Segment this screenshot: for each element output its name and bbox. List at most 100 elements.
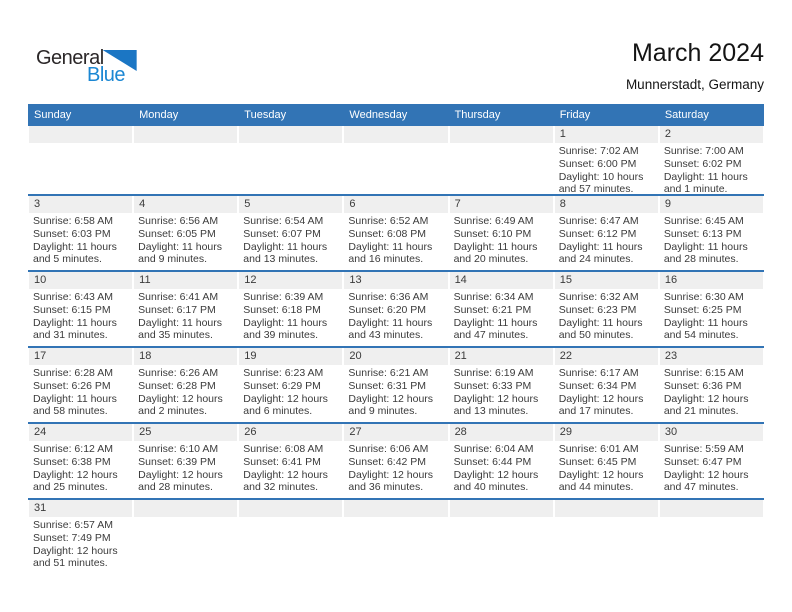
sunset-text: Sunset: 6:44 PM (453, 455, 532, 468)
day-cell-12: 12 Sunrise: 6:39 AM Sunset: 6:18 PM Dayligh… (238, 272, 343, 346)
daylight-hours-text: Daylight: 11 hours (33, 316, 117, 329)
daylight-minutes-text: and 6 minutes. (243, 405, 313, 418)
day-cell-14: 14 Sunrise: 6:34 AM Sunset: 6:21 PM Dayligh… (449, 272, 554, 346)
logo-general-text: General (36, 47, 104, 69)
daylight-hours-text: Daylight: 11 hours (558, 316, 643, 329)
sunset-text: Sunset: 7:49 PM (33, 531, 111, 544)
day-number: 25 (139, 426, 152, 438)
sunrise-text: Sunrise: 6:49 AM (453, 215, 534, 227)
empty-day-cell (343, 500, 448, 576)
day-number: 31 (34, 502, 47, 514)
week-row: 3 Sunrise: 6:58 AM Sunset: 6:03 PM Daylight… (28, 196, 764, 272)
day-cell-15: 15 Sunrise: 6:32 AM Sunset: 6:23 PM Dayligh… (554, 272, 659, 346)
title-block: March 2024 Munnerstadt, Germany (626, 38, 764, 92)
day-number: 12 (244, 274, 257, 286)
sunrise-text: Sunrise: 6:34 AM (453, 291, 534, 303)
daylight-hours-text: Daylight: 11 hours (243, 240, 328, 253)
sunrise-text: Sunrise: 6:17 AM (558, 367, 639, 379)
sunset-text: Sunset: 6:02 PM (663, 157, 742, 170)
day-cell-10: 10 Sunrise: 6:43 AM Sunset: 6:15 PM Dayligh… (28, 272, 133, 346)
day-number-strip (554, 500, 658, 517)
day-cell-24: 24 Sunrise: 6:12 AM Sunset: 6:38 PM Dayligh… (28, 424, 133, 498)
sunrise-text: Sunrise: 6:39 AM (243, 291, 324, 303)
weekday-header-saturday: Saturday (664, 109, 709, 121)
day-cell-16: 16 Sunrise: 6:30 AM Sunset: 6:25 PM Dayligh… (659, 272, 764, 346)
calendar-grid: Sunday Monday Tuesday Wednesday Thursday Frid… (28, 104, 764, 576)
day-number: 27 (349, 426, 362, 438)
day-number-strip: 9 (659, 196, 763, 213)
day-cell-18: 18 Sunrise: 6:26 AM Sunset: 6:28 PM Dayligh… (133, 348, 238, 422)
day-number-strip: 14 (449, 272, 553, 289)
sunset-text: Sunset: 6:33 PM (453, 379, 532, 392)
sunset-text: Sunset: 6:28 PM (138, 379, 216, 392)
day-cell-27: 27 Sunrise: 6:06 AM Sunset: 6:42 PM Dayligh… (343, 424, 448, 498)
sunrise-text: Sunrise: 6:01 AM (558, 443, 639, 455)
sunset-text: Sunset: 6:18 PM (243, 303, 321, 316)
weekday-header-thursday: Thursday (454, 109, 501, 121)
sunset-text: Sunset: 6:00 PM (558, 157, 637, 170)
sunset-text: Sunset: 6:13 PM (663, 227, 742, 240)
day-details: Sunrise: 7:00 AM Sunset: 6:02 PM Daylight:… (659, 143, 764, 194)
day-details: Sunrise: 5:59 AM Sunset: 6:47 PM Daylight:… (659, 441, 764, 494)
empty-day-cell (28, 126, 133, 194)
daylight-minutes-text: and 47 minutes. (663, 481, 739, 494)
day-details: Sunrise: 6:45 AM Sunset: 6:13 PM Daylight:… (659, 213, 764, 266)
daylight-minutes-text: and 13 minutes. (453, 405, 529, 418)
weekday-header-monday: Monday (139, 109, 179, 121)
sunrise-text: Sunrise: 6:52 AM (348, 215, 429, 227)
day-cell-20: 20 Sunrise: 6:21 AM Sunset: 6:31 PM Dayligh… (343, 348, 448, 422)
day-details: Sunrise: 6:43 AM Sunset: 6:15 PM Daylight:… (28, 289, 133, 342)
daylight-hours-text: Daylight: 11 hours (33, 240, 117, 253)
daylight-minutes-text: and 25 minutes. (33, 481, 108, 494)
day-cell-6: 6 Sunrise: 6:52 AM Sunset: 6:08 PM Daylight… (343, 196, 448, 270)
daylight-minutes-text: and 40 minutes. (453, 481, 529, 494)
sunrise-text: Sunrise: 6:30 AM (663, 291, 744, 303)
sunrise-text: Sunrise: 6:21 AM (348, 367, 429, 379)
sunset-text: Sunset: 6:03 PM (33, 227, 111, 240)
day-number-strip: 28 (449, 424, 553, 441)
empty-day-cell (449, 126, 554, 194)
sunrise-text: Sunrise: 6:41 AM (138, 291, 219, 303)
sunset-text: Sunset: 6:21 PM (453, 303, 532, 316)
day-number-strip: 10 (29, 272, 133, 289)
day-number: 11 (139, 274, 151, 286)
day-number-strip: 17 (29, 348, 133, 365)
day-cell-4: 4 Sunrise: 6:56 AM Sunset: 6:05 PM Daylight… (133, 196, 238, 270)
day-number: 10 (34, 274, 47, 286)
day-number-strip: 2 (659, 126, 763, 143)
sunrise-text: Sunrise: 7:00 AM (663, 145, 744, 157)
day-number: 9 (664, 198, 671, 210)
day-details: Sunrise: 6:17 AM Sunset: 6:34 PM Daylight:… (554, 365, 659, 418)
daylight-hours-text: Daylight: 12 hours (243, 468, 328, 481)
day-number: 26 (244, 426, 257, 438)
sunset-text: Sunset: 6:26 PM (33, 379, 111, 392)
day-details: Sunrise: 6:41 AM Sunset: 6:17 PM Daylight:… (133, 289, 238, 342)
week-row: 24 Sunrise: 6:12 AM Sunset: 6:38 PM Dayligh… (28, 424, 764, 500)
day-number-strip: 7 (449, 196, 553, 213)
daylight-minutes-text: and 28 minutes. (663, 253, 739, 266)
day-cell-25: 25 Sunrise: 6:10 AM Sunset: 6:39 PM Dayligh… (133, 424, 238, 498)
day-cell-9: 9 Sunrise: 6:45 AM Sunset: 6:13 PM Daylight… (659, 196, 764, 270)
day-number-strip (344, 126, 448, 143)
day-number: 21 (454, 350, 467, 362)
day-cell-3: 3 Sunrise: 6:58 AM Sunset: 6:03 PM Daylight… (28, 196, 133, 270)
daylight-hours-text: Daylight: 11 hours (453, 316, 538, 329)
sunrise-text: Sunrise: 6:19 AM (453, 367, 534, 379)
sunset-text: Sunset: 6:10 PM (453, 227, 532, 240)
daylight-hours-text: Daylight: 12 hours (348, 392, 434, 405)
page-title: March 2024 (631, 39, 764, 67)
daylight-minutes-text: and 9 minutes. (138, 253, 208, 266)
day-details: Sunrise: 6:21 AM Sunset: 6:31 PM Daylight:… (343, 365, 448, 418)
daylight-minutes-text: and 21 minutes. (663, 405, 739, 418)
day-number-strip: 30 (659, 424, 763, 441)
day-number-strip (449, 500, 553, 517)
day-number-strip: 15 (554, 272, 658, 289)
empty-day-cell (133, 500, 238, 576)
day-number-strip: 24 (29, 424, 133, 441)
daylight-minutes-text: and 16 minutes. (348, 253, 424, 266)
day-number: 1 (559, 128, 566, 140)
daylight-hours-text: Daylight: 11 hours (348, 316, 433, 329)
day-number-strip: 25 (134, 424, 238, 441)
day-cell-1: 1 Sunrise: 7:02 AM Sunset: 6:00 PM Daylight… (554, 126, 659, 194)
day-number: 3 (34, 198, 41, 210)
